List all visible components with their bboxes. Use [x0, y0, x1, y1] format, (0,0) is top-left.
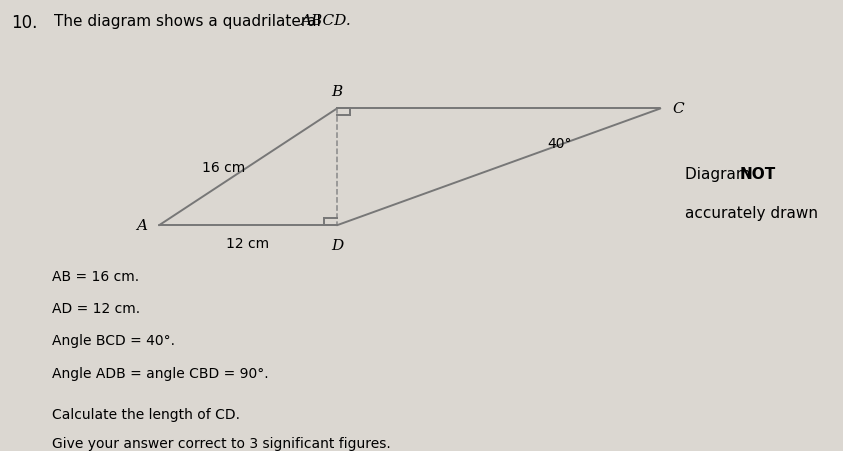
Text: 40°: 40° — [547, 137, 572, 151]
Text: Angle BCD = 40°.: Angle BCD = 40°. — [51, 334, 175, 348]
Text: Angle ADB = angle CBD = 90°.: Angle ADB = angle CBD = 90°. — [51, 366, 268, 380]
Text: C: C — [673, 102, 684, 116]
Text: 12 cm: 12 cm — [227, 236, 270, 250]
Text: The diagram shows a quadrilateral: The diagram shows a quadrilateral — [54, 14, 325, 29]
Text: 16 cm: 16 cm — [202, 161, 245, 175]
Text: A: A — [136, 219, 147, 233]
Text: NOT: NOT — [739, 166, 776, 181]
Text: accurately drawn: accurately drawn — [685, 205, 818, 220]
Text: Calculate the length of CD.: Calculate the length of CD. — [51, 407, 239, 421]
Text: ABCD.: ABCD. — [300, 14, 352, 28]
Text: B: B — [331, 84, 342, 98]
Text: Give your answer correct to 3 significant figures.: Give your answer correct to 3 significan… — [51, 436, 390, 450]
Text: 10.: 10. — [11, 14, 37, 32]
Text: D: D — [330, 239, 343, 253]
Text: Diagram: Diagram — [685, 166, 755, 181]
Text: AB = 16 cm.: AB = 16 cm. — [51, 269, 138, 283]
Text: AD = 12 cm.: AD = 12 cm. — [51, 301, 140, 315]
